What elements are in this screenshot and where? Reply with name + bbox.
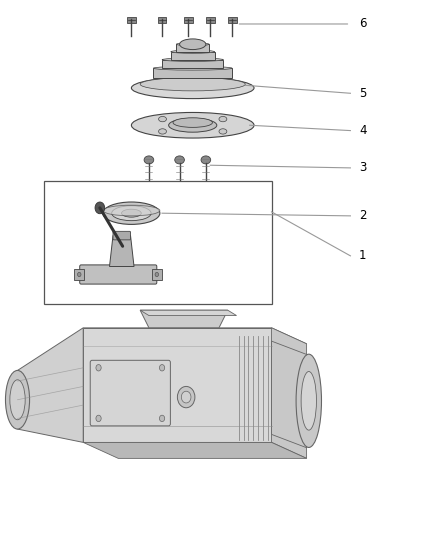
Ellipse shape xyxy=(96,365,101,371)
Polygon shape xyxy=(18,328,83,442)
FancyBboxPatch shape xyxy=(153,68,232,78)
Ellipse shape xyxy=(162,58,223,61)
FancyBboxPatch shape xyxy=(74,269,84,280)
Ellipse shape xyxy=(219,116,227,122)
Text: 6: 6 xyxy=(359,18,367,30)
Polygon shape xyxy=(110,236,134,266)
Text: 3: 3 xyxy=(359,161,367,174)
FancyBboxPatch shape xyxy=(152,269,162,280)
FancyBboxPatch shape xyxy=(171,52,215,60)
Ellipse shape xyxy=(131,77,254,99)
Ellipse shape xyxy=(173,118,212,127)
Ellipse shape xyxy=(169,118,217,132)
Polygon shape xyxy=(83,328,307,344)
Ellipse shape xyxy=(121,209,141,217)
Ellipse shape xyxy=(159,116,166,122)
Ellipse shape xyxy=(95,202,105,214)
Ellipse shape xyxy=(78,272,81,277)
FancyBboxPatch shape xyxy=(184,17,193,23)
Ellipse shape xyxy=(201,156,211,164)
Ellipse shape xyxy=(159,365,165,371)
Ellipse shape xyxy=(175,156,184,164)
Ellipse shape xyxy=(159,415,165,422)
Polygon shape xyxy=(272,341,307,448)
Polygon shape xyxy=(83,328,272,442)
Ellipse shape xyxy=(180,39,206,50)
Ellipse shape xyxy=(177,386,195,408)
Ellipse shape xyxy=(301,372,316,430)
Text: 2: 2 xyxy=(359,209,367,222)
Polygon shape xyxy=(140,310,228,328)
Ellipse shape xyxy=(296,354,321,448)
FancyBboxPatch shape xyxy=(127,17,136,23)
Text: 4: 4 xyxy=(359,124,367,137)
FancyBboxPatch shape xyxy=(176,44,209,52)
Ellipse shape xyxy=(181,391,191,403)
Polygon shape xyxy=(140,310,237,316)
Ellipse shape xyxy=(96,415,101,422)
FancyBboxPatch shape xyxy=(158,17,166,23)
FancyBboxPatch shape xyxy=(228,17,237,23)
Ellipse shape xyxy=(176,43,209,46)
Ellipse shape xyxy=(10,379,25,420)
Ellipse shape xyxy=(103,202,160,224)
Polygon shape xyxy=(83,442,307,458)
FancyBboxPatch shape xyxy=(162,60,223,68)
Ellipse shape xyxy=(112,206,151,221)
FancyBboxPatch shape xyxy=(90,360,170,426)
FancyBboxPatch shape xyxy=(80,265,157,284)
Ellipse shape xyxy=(144,156,154,164)
Ellipse shape xyxy=(219,129,227,134)
Ellipse shape xyxy=(103,205,160,216)
Ellipse shape xyxy=(5,370,29,429)
Ellipse shape xyxy=(153,66,232,70)
Ellipse shape xyxy=(159,129,166,134)
Text: 1: 1 xyxy=(359,249,367,262)
Ellipse shape xyxy=(171,50,215,53)
Ellipse shape xyxy=(155,272,159,277)
FancyBboxPatch shape xyxy=(206,17,215,23)
Ellipse shape xyxy=(131,112,254,138)
Polygon shape xyxy=(272,328,307,458)
Ellipse shape xyxy=(140,77,245,91)
FancyBboxPatch shape xyxy=(113,231,131,240)
Text: 5: 5 xyxy=(359,87,367,100)
